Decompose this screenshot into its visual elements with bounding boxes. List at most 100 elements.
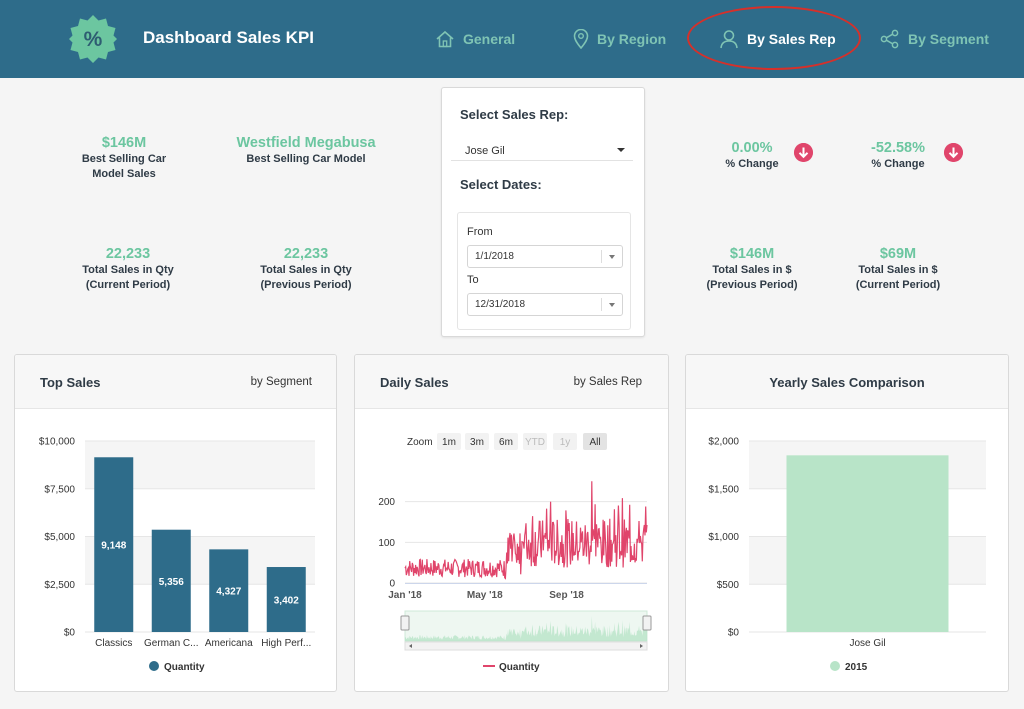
x-tick-label: Jose Gil bbox=[849, 638, 885, 649]
card-header: Daily Sales by Sales Rep bbox=[355, 355, 668, 409]
to-date-value: 12/31/2018 bbox=[475, 299, 526, 310]
filter-panel: Select Sales Rep: Jose Gil Select Dates:… bbox=[441, 87, 645, 337]
kpi-label: % Change bbox=[725, 158, 779, 170]
nav-by-segment[interactable]: By Segment bbox=[880, 28, 989, 50]
yearly-sales-card: Yearly Sales Comparison $0 $500 $1,000 $1,5… bbox=[685, 354, 1009, 692]
scroll-right-icon bbox=[640, 644, 643, 648]
bar bbox=[266, 567, 306, 632]
app-title: Dashboard Sales KPI bbox=[143, 28, 315, 47]
y-tick-label: $5,000 bbox=[44, 532, 75, 543]
zoom-button-3m bbox=[465, 433, 489, 450]
zoom-button-ytd bbox=[523, 433, 547, 450]
bar-data-label: 3,402 bbox=[274, 596, 299, 607]
nav-by-sales-rep[interactable]: By Sales Rep bbox=[719, 28, 836, 50]
scroll-left-icon bbox=[409, 644, 412, 648]
card-header: Yearly Sales Comparison bbox=[686, 355, 1008, 409]
arrow-down-icon bbox=[794, 143, 813, 162]
nav-general-label: General bbox=[463, 31, 516, 47]
x-tick-label: Jan '18 bbox=[388, 590, 422, 601]
bar-data-label: 4,327 bbox=[216, 587, 241, 598]
kpi-qty-current: 22,233 Total Sales in Qty (Current Perio… bbox=[43, 245, 213, 293]
kpi-value: $69M bbox=[879, 246, 917, 262]
y-tick-label: $10,000 bbox=[39, 437, 76, 448]
daily-sales-chart: Zoom 1m 3m 6m YTD 1y All 0 100 200 Jan '18 May '18 S… bbox=[378, 433, 652, 673]
series-line-quantity bbox=[404, 481, 648, 580]
y-tick-label: $0 bbox=[64, 628, 76, 639]
chevron-down-icon bbox=[617, 147, 625, 152]
navigator-series bbox=[405, 616, 647, 641]
zoom-button-label: 1m bbox=[442, 437, 456, 448]
y-tick-label: $7,500 bbox=[44, 484, 75, 495]
nav-by-sales-rep-label: By Sales Rep bbox=[747, 31, 836, 47]
kpi-value: -52.58% bbox=[870, 140, 925, 156]
from-date-input[interactable]: 1/1/2018 bbox=[467, 245, 623, 268]
kpi-change-2: -52.58% % Change bbox=[813, 139, 983, 172]
x-tick-label: May '18 bbox=[467, 590, 503, 601]
zoom-button-1m bbox=[437, 433, 461, 450]
nav-by-segment-label: By Segment bbox=[908, 31, 989, 47]
navigator-handle-right bbox=[642, 615, 652, 631]
bar bbox=[209, 549, 249, 632]
zoom-button-label: 6m bbox=[499, 437, 513, 448]
legend-marker bbox=[830, 661, 840, 671]
kpi-qty-previous: 22,233 Total Sales in Qty (Previous Peri… bbox=[221, 245, 391, 293]
top-sales-chart: $0 $2,500 $5,000 $7,500 $10,000 9,148 Classics… bbox=[39, 437, 315, 673]
kpi-label: Total Sales in Qty bbox=[260, 264, 352, 276]
zoom-button-6m bbox=[494, 433, 518, 450]
kpi-dollars-previous: $146M Total Sales in $ (Previous Period) bbox=[667, 245, 837, 293]
kpi-value: Westfield Megabusa bbox=[236, 135, 376, 151]
arrow-down-icon bbox=[944, 143, 963, 162]
user-icon bbox=[720, 30, 738, 49]
nav-by-region[interactable]: By Region bbox=[573, 28, 666, 50]
navigator-scrollbar bbox=[404, 641, 648, 651]
kpi-label: (Current Period) bbox=[855, 279, 941, 291]
logo-symbol: % bbox=[84, 28, 103, 51]
kpi-value: 22,233 bbox=[105, 246, 151, 262]
bar bbox=[786, 455, 949, 632]
divider bbox=[601, 298, 602, 311]
zoom-button-label: All bbox=[589, 437, 600, 448]
zoom-button-label: 3m bbox=[470, 437, 484, 448]
bar bbox=[94, 457, 134, 632]
y-tick-label: $0 bbox=[728, 628, 740, 639]
zoom-button-all bbox=[583, 433, 607, 450]
sales-rep-value: Jose Gil bbox=[465, 145, 505, 157]
kpi-value: 0.00% bbox=[731, 140, 773, 156]
x-tick-label: Sep '18 bbox=[549, 590, 584, 601]
x-tick-label: High Perf... bbox=[261, 638, 311, 649]
top-header: % Dashboard Sales KPI General By Region … bbox=[0, 0, 1024, 78]
zoom-label: Zoom bbox=[407, 437, 433, 448]
kpi-dollars-current: $69M Total Sales in $ (Current Period) bbox=[813, 245, 983, 293]
card-title: Daily Sales bbox=[380, 375, 449, 390]
nav-general[interactable]: General bbox=[435, 28, 515, 50]
legend-label: Quantity bbox=[499, 662, 540, 673]
card-title: Top Sales bbox=[40, 375, 101, 390]
card-subtitle: by Sales Rep bbox=[573, 376, 642, 388]
kpi-label: Total Sales in $ bbox=[858, 264, 938, 276]
legend-label: Quantity bbox=[164, 662, 205, 673]
dates-box: From 1/1/2018 To 12/31/2018 bbox=[457, 212, 631, 330]
bar-data-label: 9,148 bbox=[101, 541, 126, 552]
kpi-label: Best Selling Car Model bbox=[246, 153, 366, 165]
percent-badge-logo: % bbox=[69, 15, 117, 63]
kpi-change-1: 0.00% % Change bbox=[667, 139, 837, 172]
top-sales-card: Top Sales by Segment $0 $2,500 $5,000 $7,50… bbox=[14, 354, 337, 692]
y-tick-label: $1,500 bbox=[708, 484, 739, 495]
kpi-best-model-sales: $146M Best Selling Car Model Sales bbox=[39, 134, 209, 182]
share-icon bbox=[880, 29, 899, 49]
y-tick-label: $1,000 bbox=[708, 532, 739, 543]
kpi-value: $146M bbox=[729, 246, 775, 262]
kpi-label: Total Sales in Qty bbox=[82, 264, 174, 276]
x-tick-label: Classics bbox=[95, 638, 132, 649]
chevron-down-icon bbox=[609, 255, 615, 259]
home-icon bbox=[436, 30, 454, 48]
to-date-input[interactable]: 12/31/2018 bbox=[467, 293, 623, 316]
zoom-button-1y bbox=[553, 433, 577, 450]
card-header: Top Sales by Segment bbox=[15, 355, 336, 409]
sales-rep-select[interactable]: Jose Gil bbox=[451, 139, 633, 161]
yearly-sales-chart: $0 $500 $1,000 $1,500 $2,000 Jose Gil 2015 bbox=[708, 437, 986, 673]
legend-marker bbox=[149, 661, 159, 671]
kpi-label: (Current Period) bbox=[85, 279, 171, 291]
y-tick-label: 200 bbox=[378, 497, 395, 508]
card-title: Yearly Sales Comparison bbox=[769, 375, 925, 390]
